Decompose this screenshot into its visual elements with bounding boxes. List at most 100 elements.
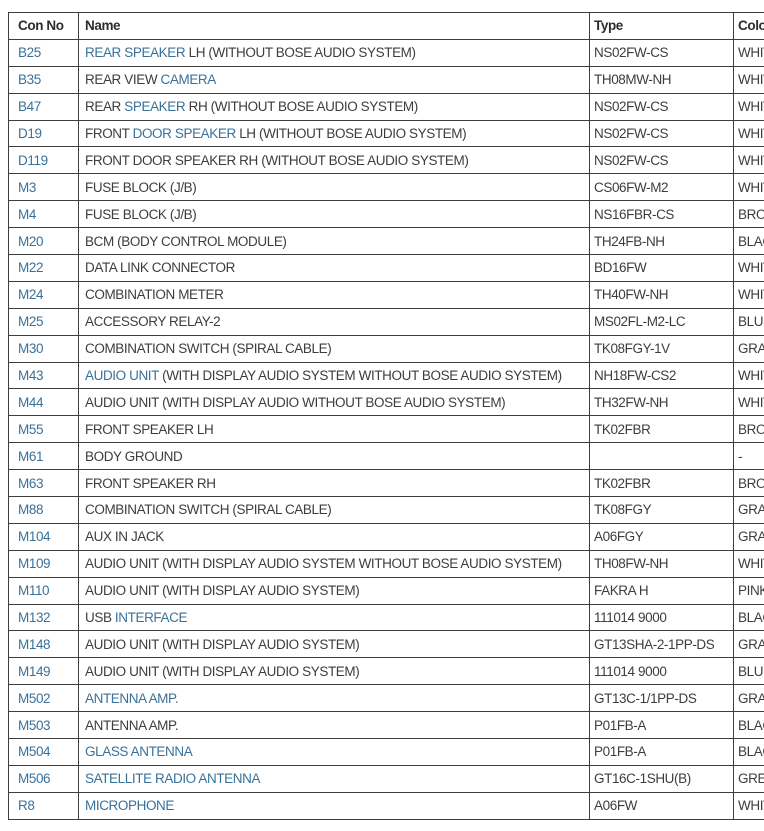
connector-number-link[interactable]: M109 xyxy=(8,549,79,578)
table-row: M55 FRONT SPEAKER LH TK02FBRBROWN xyxy=(8,415,764,444)
table-row: M504 GLASS ANTENNA P01FB-ABLACK xyxy=(8,738,764,766)
connector-name-cell: ACCESSORY RELAY-2 xyxy=(78,307,590,336)
connector-color: BLUE xyxy=(733,307,764,336)
table-row: M104 AUX IN JACK A06FGYGRAY xyxy=(8,522,764,551)
connector-number-link[interactable]: M506 xyxy=(8,764,79,793)
connector-name-text: RH (WITHOUT BOSE AUDIO SYSTEM) xyxy=(185,99,419,115)
header-name: Name xyxy=(78,12,590,40)
connector-name-cell: AUX IN JACK xyxy=(78,522,590,551)
connector-name-link[interactable]: DOOR SPEAKER xyxy=(132,126,237,141)
connector-color: PINK xyxy=(733,576,764,605)
connector-type: GT13C-1/1PP-DS xyxy=(589,684,734,713)
connector-color: GRAY xyxy=(733,630,764,659)
connector-color: GRAY xyxy=(733,522,764,551)
connector-color: BLACK xyxy=(733,227,764,256)
connector-name-cell: REAR VIEW CAMERA xyxy=(78,65,590,94)
connector-number-link[interactable]: M63 xyxy=(8,469,79,498)
connector-name-cell: ANTENNA AMP. xyxy=(78,711,590,740)
connector-name-cell: AUDIO UNIT (WITH DISPLAY AUDIO SYSTEM WI… xyxy=(78,549,590,578)
connector-type: MS02FL-M2-LC xyxy=(589,307,734,336)
connector-name-cell: FRONT SPEAKER LH xyxy=(78,415,590,444)
connector-name-text: FUSE BLOCK (J/B) xyxy=(85,179,197,195)
connector-name-link[interactable]: REAR SPEAKER xyxy=(85,45,186,61)
connector-number-link[interactable]: M148 xyxy=(8,630,79,659)
connector-name-text: ACCESSORY RELAY-2 xyxy=(85,314,221,330)
connector-number-link[interactable]: M22 xyxy=(8,254,79,282)
table-row: D119 FRONT DOOR SPEAKER RH (WITHOUT BOSE … xyxy=(8,146,764,175)
connector-type: CS06FW-M2 xyxy=(589,173,734,202)
connector-number-link[interactable]: M55 xyxy=(8,415,79,444)
connector-name-cell: FRONT DOOR SPEAKER LH (WITHOUT BOSE AUDI… xyxy=(78,119,590,148)
connector-number-link[interactable]: M44 xyxy=(8,388,79,417)
connector-number-link[interactable]: B25 xyxy=(8,38,79,67)
connector-name-cell: GLASS ANTENNA xyxy=(78,738,590,766)
connector-number-link[interactable]: D119 xyxy=(8,146,79,175)
connector-name-link[interactable]: INTERFACE xyxy=(114,610,188,626)
connector-name-cell: FUSE BLOCK (J/B) xyxy=(78,200,590,229)
connector-color: BLACK xyxy=(733,711,764,740)
table-row: M132 USB INTERFACE 111014 9000BLACK xyxy=(8,603,764,632)
connector-name-link[interactable]: ANTENNA AMP. xyxy=(85,690,179,706)
connector-name-cell: AUDIO UNIT (WITH DISPLAY AUDIO SYSTEM) xyxy=(78,657,590,686)
connector-color: GRAY xyxy=(733,684,764,713)
table-row: M63 FRONT SPEAKER RH TK02FBRBROWN xyxy=(8,469,764,498)
connector-table-body: B25 REAR SPEAKER LH (WITHOUT BOSE AUDIO S… xyxy=(8,38,764,820)
header-row: Con No Name Type Color xyxy=(8,12,764,40)
header-type: Type xyxy=(589,12,734,40)
table-row: R8 MICROPHONE A06FWWHITE xyxy=(8,791,764,820)
connector-name-text: COMBINATION SWITCH (SPIRAL CABLE) xyxy=(85,341,332,357)
table-row: D19 FRONT DOOR SPEAKER LH (WITHOUT BOSE A… xyxy=(8,119,764,148)
connector-number-link[interactable]: M149 xyxy=(8,657,79,686)
connector-name-text: BCM (BODY CONTROL MODULE) xyxy=(85,233,287,249)
connector-number-link[interactable]: M43 xyxy=(8,361,79,390)
connector-name-cell: AUDIO UNIT (WITH DISPLAY AUDIO WITHOUT B… xyxy=(78,388,590,417)
table-row: B47 REAR SPEAKER RH (WITHOUT BOSE AUDIO S… xyxy=(8,92,764,121)
connector-number-link[interactable]: B47 xyxy=(8,92,79,121)
connector-name-link[interactable]: CAMERA xyxy=(160,72,217,88)
connector-type xyxy=(589,442,734,471)
connector-color: BROWN xyxy=(733,469,764,498)
connector-number-link[interactable]: M4 xyxy=(8,200,79,229)
connector-name-link[interactable]: MICROPHONE xyxy=(85,798,175,814)
connector-number-link[interactable]: M24 xyxy=(8,280,79,309)
table-row: M506 SATELLITE RADIO ANTENNA GT16C-1SHU(B)… xyxy=(8,764,764,793)
connector-number-link[interactable]: M132 xyxy=(8,603,79,632)
connector-type: GT13SHA-2-1PP-DS xyxy=(589,630,734,659)
connector-type: 111014 9000 xyxy=(589,603,734,632)
connector-number-link[interactable]: M20 xyxy=(8,227,79,256)
connector-name-text: USB xyxy=(85,610,115,626)
connector-name-link[interactable]: SPEAKER xyxy=(124,99,186,115)
connector-number-link[interactable]: M3 xyxy=(8,173,79,202)
connector-color: GREEN xyxy=(733,764,764,793)
connector-name-link[interactable]: GLASS ANTENNA xyxy=(85,744,193,760)
connector-number-link[interactable]: R8 xyxy=(8,791,79,820)
connector-name-text: COMBINATION SWITCH (SPIRAL CABLE) xyxy=(85,502,332,518)
table-row: B25 REAR SPEAKER LH (WITHOUT BOSE AUDIO S… xyxy=(8,38,764,67)
connector-number-link[interactable]: M25 xyxy=(8,307,79,336)
connector-name-text: AUDIO UNIT (WITH DISPLAY AUDIO SYSTEM) xyxy=(85,663,360,679)
connector-number-link[interactable]: M504 xyxy=(8,738,79,766)
connector-color: BLACK xyxy=(733,603,764,632)
table-row: M109 AUDIO UNIT (WITH DISPLAY AUDIO SYSTE… xyxy=(8,549,764,578)
connector-name-link[interactable]: SATELLITE RADIO ANTENNA xyxy=(85,771,261,787)
connector-number-link[interactable]: M104 xyxy=(8,522,79,551)
connector-number-link[interactable]: M502 xyxy=(8,684,79,713)
connector-color: WHITE xyxy=(733,38,764,67)
header-con-no: Con No xyxy=(8,12,79,40)
connector-type: BD16FW xyxy=(589,254,734,282)
table-row: M3 FUSE BLOCK (J/B) CS06FW-M2WHITE xyxy=(8,173,764,202)
connector-name-link[interactable]: AUDIO UNIT xyxy=(85,368,159,384)
connector-color: GRAY xyxy=(733,496,764,524)
table-row: M25 ACCESSORY RELAY-2 MS02FL-M2-LCBLUE xyxy=(8,307,764,336)
connector-name-text: AUDIO UNIT (WITH DISPLAY AUDIO SYSTEM) xyxy=(85,636,360,652)
connector-color: WHITE xyxy=(733,119,764,148)
connector-number-link[interactable]: D19 xyxy=(8,119,79,148)
connector-number-link[interactable]: M61 xyxy=(8,442,79,471)
connector-color: BLUE xyxy=(733,657,764,686)
connector-number-link[interactable]: M88 xyxy=(8,496,79,524)
connector-number-link[interactable]: M503 xyxy=(8,711,79,740)
connector-number-link[interactable]: M30 xyxy=(8,334,79,363)
connector-number-link[interactable]: M110 xyxy=(8,576,79,605)
connector-number-link[interactable]: B35 xyxy=(8,65,79,94)
